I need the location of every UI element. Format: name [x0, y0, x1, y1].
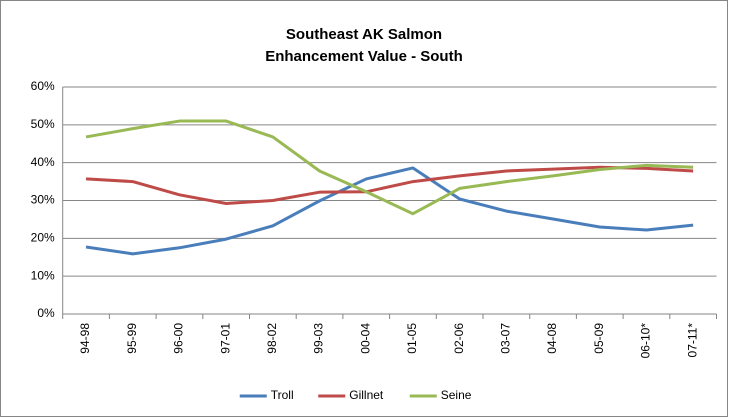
- x-tick-label: 06-10*: [639, 323, 653, 359]
- y-tick-label: 10%: [31, 268, 55, 282]
- x-tick-label: 97-01: [218, 323, 232, 354]
- legend-label: Seine: [441, 388, 472, 402]
- x-tick-label: 03-07: [499, 323, 513, 354]
- x-tick-label: 02-06: [452, 323, 466, 354]
- y-tick-label: 0%: [37, 306, 55, 320]
- x-tick-label: 04-08: [545, 323, 559, 354]
- x-tick-label: 05-09: [592, 323, 606, 354]
- y-tick-label: 50%: [31, 117, 55, 131]
- x-tick-label: 07-11*: [685, 323, 699, 358]
- y-tick-label: 30%: [31, 193, 55, 207]
- y-tick-label: 40%: [31, 155, 55, 169]
- series-line: [85, 119, 694, 216]
- x-tick-label: 95-99: [125, 323, 139, 354]
- y-tick-label: 20%: [31, 231, 55, 245]
- x-tick-label: 96-00: [172, 323, 186, 354]
- x-tick-label: 00-04: [358, 323, 372, 354]
- series-line: [85, 166, 694, 256]
- series-line: [85, 165, 694, 206]
- y-tick-label: 60%: [31, 79, 55, 93]
- chart-title: Southeast AK Salmon: [286, 26, 442, 43]
- x-tick-label: 01-05: [405, 323, 419, 354]
- x-tick-label: 94-98: [78, 323, 92, 354]
- x-tick-label: 98-02: [265, 323, 279, 354]
- legend-label: Gillnet: [349, 388, 384, 402]
- chart-title: Enhancement Value - South: [265, 48, 463, 65]
- legend-label: Troll: [271, 388, 294, 402]
- x-tick-label: 99-03: [312, 323, 326, 354]
